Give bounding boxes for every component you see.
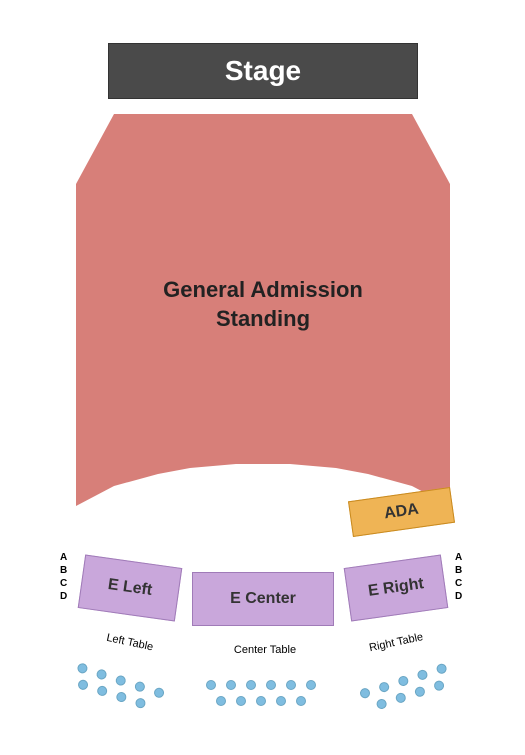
section-label: E Right bbox=[367, 575, 425, 601]
row-label-left-B: B bbox=[60, 565, 67, 576]
seat[interactable] bbox=[286, 680, 296, 690]
seat[interactable] bbox=[115, 675, 127, 687]
section-label: E Left bbox=[107, 576, 154, 600]
seat[interactable] bbox=[134, 681, 146, 693]
seat[interactable] bbox=[226, 680, 236, 690]
table-area-center[interactable]: Center Table bbox=[200, 644, 330, 712]
section-e-center[interactable]: E Center bbox=[192, 572, 334, 626]
section-label: E Center bbox=[230, 590, 296, 608]
ga-label: General Admission Standing bbox=[76, 276, 450, 333]
seat[interactable] bbox=[266, 680, 276, 690]
section-e-right[interactable]: E Right bbox=[344, 554, 449, 621]
seat[interactable] bbox=[256, 696, 266, 706]
seat[interactable] bbox=[397, 675, 409, 687]
row-label-left-C: C bbox=[60, 578, 67, 589]
seat[interactable] bbox=[359, 687, 371, 699]
seating-chart: Stage General Admission Standing ADA E L… bbox=[0, 0, 525, 755]
seat[interactable] bbox=[236, 696, 246, 706]
table-area-left[interactable]: Left Table bbox=[58, 624, 190, 715]
seat[interactable] bbox=[96, 669, 108, 681]
seat[interactable] bbox=[77, 679, 89, 691]
seat[interactable] bbox=[378, 681, 390, 693]
table-area-right[interactable]: Right Table bbox=[336, 624, 468, 715]
seat[interactable] bbox=[417, 669, 429, 681]
seat[interactable] bbox=[296, 696, 306, 706]
seat[interactable] bbox=[216, 696, 226, 706]
seat[interactable] bbox=[395, 692, 407, 704]
seat[interactable] bbox=[153, 687, 165, 699]
seat-cluster bbox=[200, 662, 330, 712]
table-label: Center Table bbox=[200, 644, 330, 656]
seat[interactable] bbox=[376, 698, 388, 710]
seat[interactable] bbox=[433, 680, 445, 692]
seat[interactable] bbox=[436, 663, 448, 675]
seat[interactable] bbox=[77, 662, 89, 674]
row-label-left-A: A bbox=[60, 552, 67, 563]
row-label-left-D: D bbox=[60, 591, 67, 602]
seat[interactable] bbox=[115, 691, 127, 703]
seat[interactable] bbox=[96, 685, 108, 697]
seat[interactable] bbox=[414, 686, 426, 698]
row-label-right-A: A bbox=[455, 552, 462, 563]
seat[interactable] bbox=[206, 680, 216, 690]
seat[interactable] bbox=[276, 696, 286, 706]
row-label-right-C: C bbox=[455, 578, 462, 589]
seat[interactable] bbox=[246, 680, 256, 690]
row-label-right-B: B bbox=[455, 565, 462, 576]
stage-label: Stage bbox=[225, 55, 301, 87]
seat[interactable] bbox=[306, 680, 316, 690]
ga-standing-section[interactable]: General Admission Standing bbox=[76, 114, 450, 506]
section-e-left[interactable]: E Left bbox=[78, 554, 183, 621]
stage-section[interactable]: Stage bbox=[108, 43, 418, 99]
seat[interactable] bbox=[135, 697, 147, 709]
row-label-right-D: D bbox=[455, 591, 462, 602]
ada-label: ADA bbox=[383, 501, 420, 524]
